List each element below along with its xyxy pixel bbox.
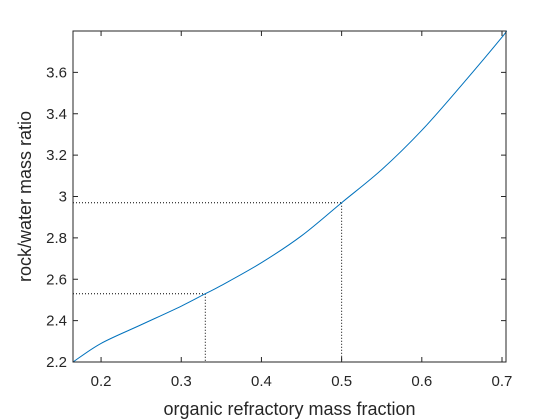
y-axis-ticks: 2.2 2.4 2.6 2.8 3 3.2 3.4 3.6 [46, 64, 506, 371]
y-tick-label: 2.8 [46, 230, 67, 247]
x-tick-label: 0.3 [171, 373, 192, 390]
y-tick-label: 3.6 [46, 64, 67, 81]
y-tick-label: 3.4 [46, 106, 67, 123]
y-tick-label: 2.4 [46, 313, 67, 330]
y-tick-label: 2.6 [46, 271, 67, 288]
x-tick-label: 0.7 [492, 373, 513, 390]
y-tick-label: 3.2 [46, 147, 67, 164]
x-tick-label: 0.6 [411, 373, 432, 390]
x-axis-ticks: 0.2 0.3 0.4 0.5 0.6 0.7 [91, 31, 513, 390]
x-axis-label: organic refractory mass fraction [163, 399, 415, 419]
x-tick-label: 0.5 [331, 373, 352, 390]
y-axis-label: rock/water mass ratio [15, 111, 35, 282]
y-tick-label: 2.2 [46, 354, 67, 371]
x-tick-label: 0.2 [91, 373, 112, 390]
plot-area-background [73, 31, 506, 362]
y-tick-label: 3 [59, 189, 67, 206]
x-tick-label: 0.4 [251, 373, 272, 390]
reference-lines [73, 202, 343, 362]
series-line [72, 30, 507, 363]
